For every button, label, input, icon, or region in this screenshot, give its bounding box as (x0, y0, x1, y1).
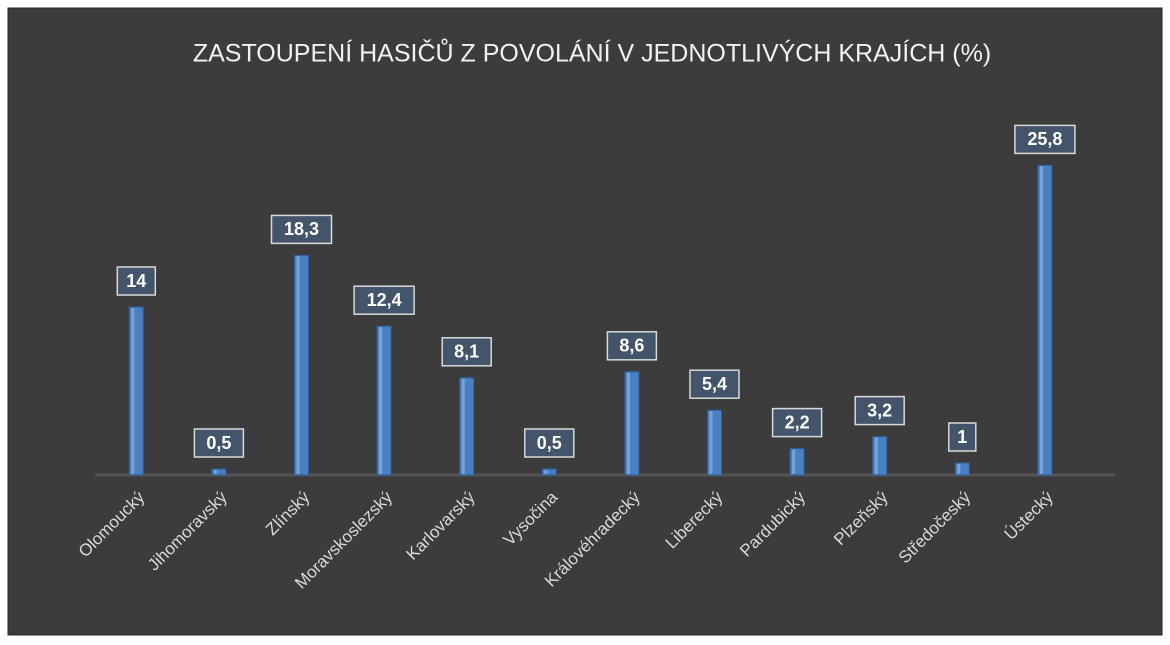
bar-highlight (296, 256, 300, 474)
data-label-box (270, 214, 333, 245)
chart-background (7, 7, 1163, 636)
data-label-box (606, 331, 658, 361)
data-label: 8,6 (619, 336, 644, 356)
bar (211, 468, 227, 476)
data-label-box (441, 337, 492, 367)
data-label: 0,5 (537, 433, 562, 453)
data-label-box (524, 428, 575, 458)
bar-highlight (544, 470, 548, 474)
bar-highlight (792, 449, 796, 474)
data-label: 2,2 (785, 412, 810, 432)
data-label-box (854, 395, 905, 426)
data-label-box (771, 407, 823, 438)
data-label: 8,1 (454, 342, 479, 362)
data-label: 3,2 (867, 400, 892, 420)
data-label-box (689, 369, 740, 399)
data-label-box (948, 422, 977, 452)
data-label-box (116, 266, 157, 296)
bar-highlight (379, 327, 383, 474)
bar-highlight (461, 378, 465, 474)
data-label-box (1014, 124, 1076, 155)
bar (541, 468, 557, 476)
data-label: 25,8 (1027, 129, 1062, 149)
bar-highlight (131, 308, 135, 474)
data-label-box (193, 428, 245, 458)
bar-highlight (1039, 166, 1043, 474)
chart-title: ZASTOUPENÍ HASIČŮ Z POVOLÁNÍ V JEDNOTLIV… (193, 37, 991, 68)
data-label: 1 (957, 427, 967, 447)
bar-highlight (709, 411, 713, 474)
data-label-box (353, 285, 415, 315)
data-label: 18,3 (284, 219, 319, 239)
data-label: 0,5 (206, 433, 231, 453)
bar-highlight (957, 464, 961, 474)
bar-highlight (213, 470, 217, 474)
bar-highlight (626, 372, 630, 474)
bar-highlight (874, 437, 878, 474)
data-label: 5,4 (702, 374, 727, 394)
data-label: 12,4 (367, 290, 402, 310)
data-label: 14 (126, 271, 146, 291)
